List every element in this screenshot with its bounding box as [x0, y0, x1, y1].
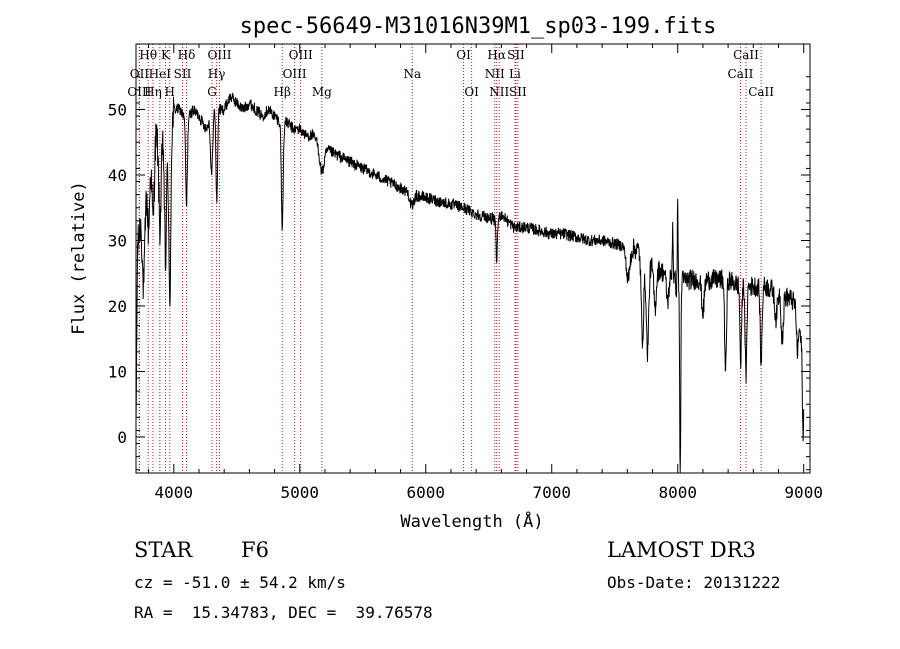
plot-frame — [135, 43, 811, 474]
x-tick-label: 8000 — [658, 483, 697, 502]
chart-title: spec-56649-M31016N39M1_sp03-199.fits — [240, 14, 717, 39]
line-marker-label: NII — [489, 85, 509, 99]
line-marker-label: OI — [456, 48, 471, 62]
x-tick-label: 6000 — [406, 483, 445, 502]
line-marker-label: CaII — [733, 48, 759, 62]
line-marker-label: OIII — [289, 48, 313, 62]
line-marker-label: OIII — [127, 85, 151, 99]
line-markers — [138, 44, 762, 473]
y-axis-label: Flux (relative) — [69, 181, 89, 335]
survey-name: LAMOST DR3 — [607, 538, 756, 562]
line-marker-label: Hδ — [178, 48, 196, 62]
y-tick-label: 20 — [108, 297, 127, 316]
x-tick-label: 7000 — [532, 483, 571, 502]
redshift-cz: cz = -51.0 ± 54.2 km/s — [134, 573, 346, 592]
line-marker-label: CaII — [728, 67, 754, 81]
line-marker-label: OII — [130, 67, 150, 81]
line-marker-label: SII — [507, 48, 525, 62]
object-class: STAR — [134, 538, 193, 562]
line-marker-label: Hβ — [274, 85, 291, 99]
line-marker-label: K — [161, 48, 171, 62]
line-marker-label: OIII — [283, 67, 307, 81]
line-marker-label: SII — [174, 67, 192, 81]
line-marker-label: Hη — [144, 85, 162, 99]
line-marker-label: H — [165, 85, 175, 99]
y-tick-label: 50 — [108, 100, 127, 119]
x-tick-label: 9000 — [784, 483, 823, 502]
line-marker-label: CaII — [748, 85, 774, 99]
line-marker-label: NII — [485, 67, 505, 81]
x-axis-ticks: 4000 5000 6000 7000 8000 9000 — [148, 44, 823, 502]
observation-date: Obs-Date: 20131222 — [607, 573, 781, 592]
line-marker-label: Na — [403, 67, 421, 81]
line-marker-label: Hγ — [208, 67, 226, 81]
line-marker-label: Hθ — [139, 48, 157, 62]
line-marker-label: OI — [464, 85, 479, 99]
line-marker-label: HeI — [149, 67, 172, 81]
x-axis-label: Wavelength (Å) — [400, 510, 543, 532]
object-subclass: F6 — [241, 538, 269, 562]
line-marker-label: Mg — [312, 85, 332, 99]
y-tick-label: 10 — [108, 362, 127, 381]
y-axis-ticks: 0 10 20 30 40 50 — [108, 76, 810, 471]
spectrum-series — [135, 92, 805, 474]
y-tick-label: 40 — [108, 166, 127, 185]
line-marker-label: Li — [509, 67, 521, 81]
line-marker-label: SII — [509, 85, 527, 99]
spectrum-chart: spec-56649-M31016N39M1_sp03-199.fits Hθ O… — [69, 14, 823, 532]
x-tick-label: 5000 — [281, 483, 320, 502]
spectrum-line — [135, 92, 805, 474]
line-marker-label: G — [207, 85, 217, 99]
x-tick-label: 4000 — [155, 483, 194, 502]
y-tick-label: 30 — [108, 231, 127, 250]
coordinates: RA = 15.34783, DEC = 39.76578 — [134, 603, 433, 622]
line-marker-label: Hα — [487, 48, 506, 62]
y-tick-label: 0 — [117, 428, 127, 447]
line-marker-label: OIII — [207, 48, 231, 62]
